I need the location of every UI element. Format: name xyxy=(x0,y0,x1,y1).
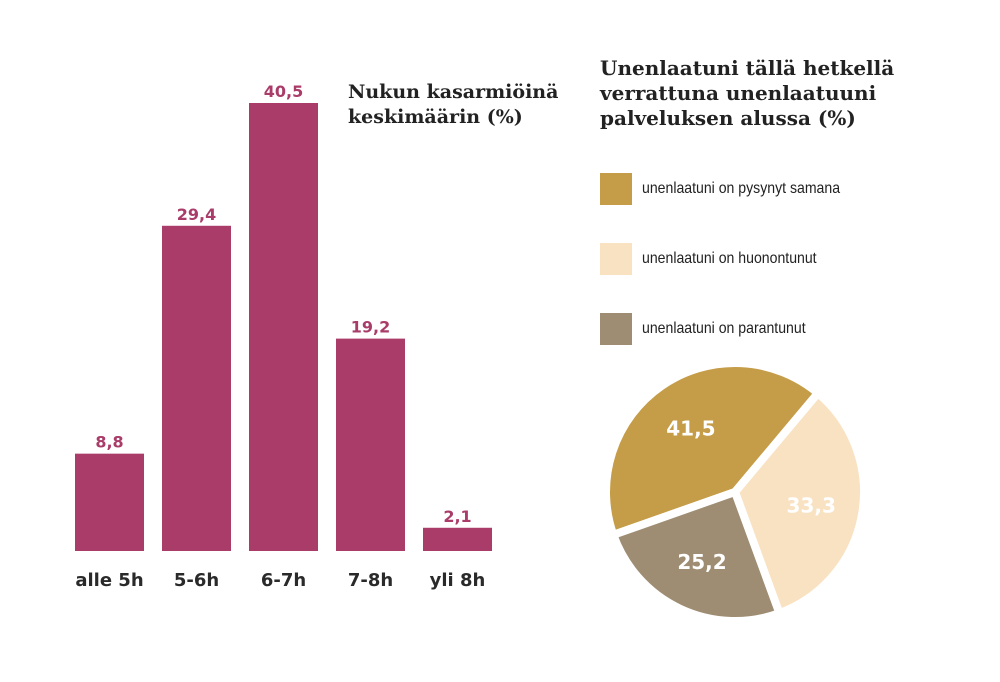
title-line: keskimäärin (%) xyxy=(348,106,523,128)
legend-swatch xyxy=(600,243,632,275)
pie-chart-title: Unenlaatuni tällä hetkellä verrattuna une… xyxy=(600,56,894,131)
x-tick-label: 6-7h xyxy=(261,570,306,591)
legend-swatch xyxy=(600,313,632,345)
legend-item: unenlaatuni on huonontunut xyxy=(600,243,840,275)
legend-swatch xyxy=(600,173,632,205)
legend-item: unenlaatuni on pysynyt samana xyxy=(600,173,867,205)
bar xyxy=(336,338,405,551)
pie-value-label: 25,2 xyxy=(677,550,726,574)
bar xyxy=(75,453,144,551)
bar-value-label: 19,2 xyxy=(351,318,390,337)
legend-item: unenlaatuni on parantunut xyxy=(600,313,828,345)
pie-slice xyxy=(730,387,868,619)
pie-slice xyxy=(602,359,824,540)
title-line: Nukun kasarmiöinä xyxy=(348,81,559,103)
bar-chart-title: Nukun kasarmiöinä keskimäärin (%) xyxy=(348,80,558,130)
bar-value-label: 2,1 xyxy=(443,507,471,526)
legend-label: unenlaatuni on parantunut xyxy=(642,320,806,337)
bar xyxy=(249,103,318,551)
bar-value-label: 8,8 xyxy=(95,433,123,452)
pie-value-label: 33,3 xyxy=(787,493,836,517)
bar-value-label: 29,4 xyxy=(177,205,216,224)
bar xyxy=(162,225,231,551)
x-tick-label: 7-8h xyxy=(348,570,393,591)
pie-slice xyxy=(608,486,785,625)
legend-label: unenlaatuni on pysynyt samana xyxy=(642,180,841,197)
pie-value-label: 41,5 xyxy=(666,416,715,440)
title-line: palveluksen alussa (%) xyxy=(600,106,856,130)
legend-label: unenlaatuni on huonontunut xyxy=(642,250,817,267)
title-line: verrattuna unenlaatuuni xyxy=(600,81,877,105)
bar-value-label: 40,5 xyxy=(264,82,303,101)
x-tick-label: yli 8h xyxy=(430,570,486,591)
title-line: Unenlaatuni tällä hetkellä xyxy=(600,56,895,80)
x-tick-label: 5-6h xyxy=(174,570,219,591)
bar xyxy=(423,527,492,551)
x-tick-label: alle 5h xyxy=(75,570,143,591)
